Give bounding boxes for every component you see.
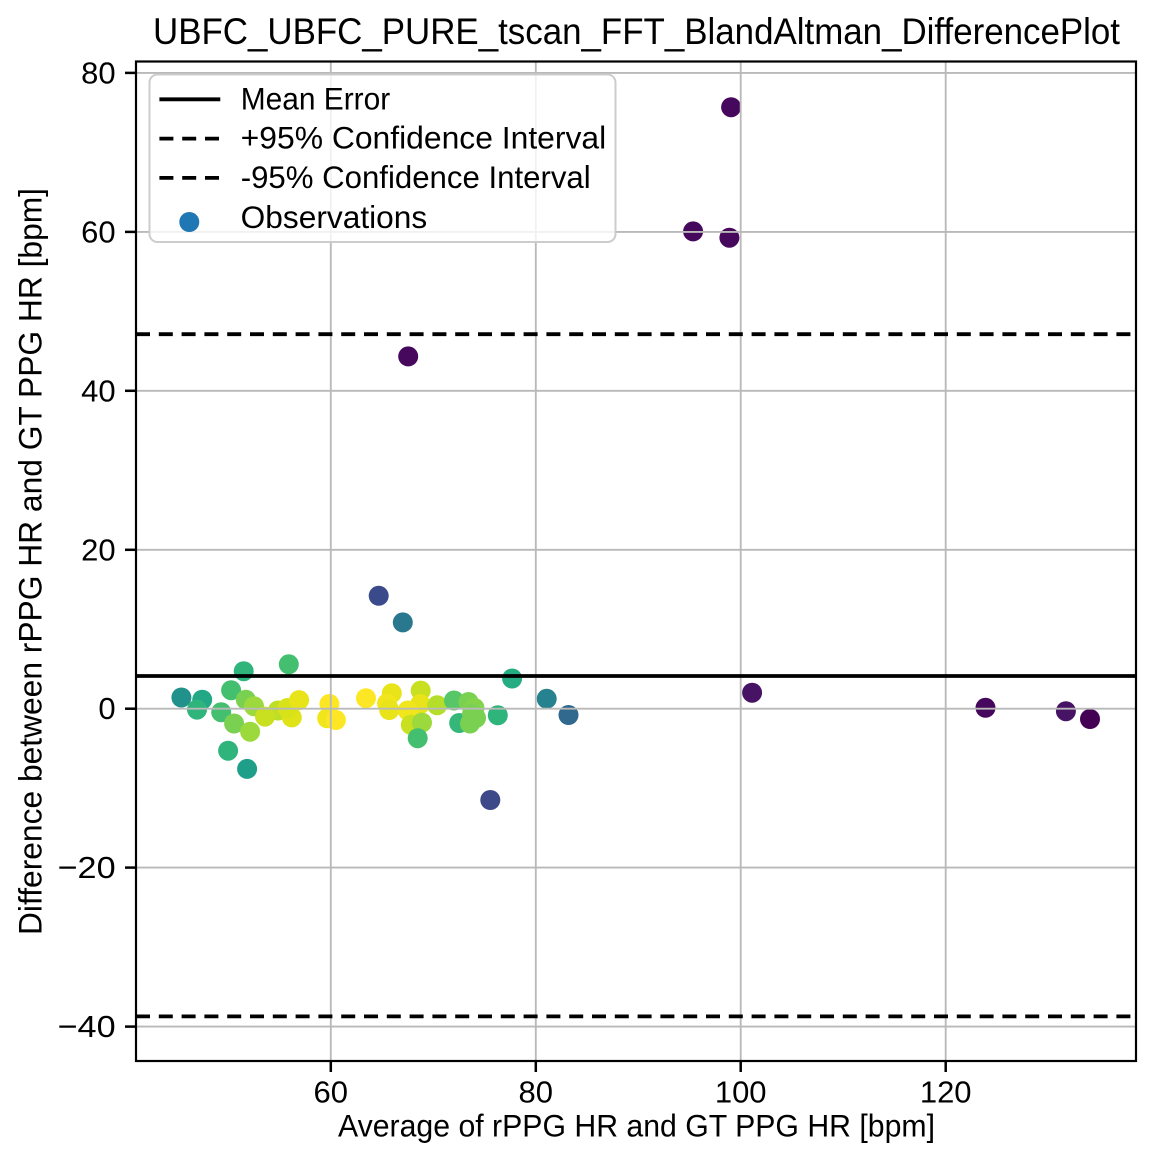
- svg-text:Mean Error: Mean Error: [241, 80, 391, 116]
- svg-text:120: 120: [920, 1075, 972, 1110]
- svg-text:−40: −40: [58, 1009, 116, 1044]
- svg-text:80: 80: [519, 1075, 553, 1110]
- svg-text:+95% Confidence Interval: +95% Confidence Interval: [241, 120, 607, 156]
- svg-text:Observations: Observations: [241, 199, 427, 235]
- svg-text:40: 40: [81, 373, 115, 408]
- svg-text:-95% Confidence Interval: -95% Confidence Interval: [241, 159, 591, 195]
- svg-text:0: 0: [98, 691, 115, 726]
- svg-text:60: 60: [314, 1075, 348, 1110]
- svg-text:60: 60: [81, 214, 115, 249]
- svg-text:20: 20: [81, 532, 115, 567]
- svg-text:Average of rPPG HR and GT PPG: Average of rPPG HR and GT PPG HR [bpm]: [338, 1108, 935, 1144]
- svg-text:−20: −20: [58, 850, 116, 885]
- svg-text:80: 80: [81, 55, 115, 90]
- svg-text:UBFC_UBFC_PURE_tscan_FFT_Bland: UBFC_UBFC_PURE_tscan_FFT_BlandAltman_Dif…: [153, 10, 1121, 52]
- svg-text:100: 100: [715, 1075, 767, 1110]
- svg-text:Difference between rPPG HR and: Difference between rPPG HR and GT PPG HR…: [13, 188, 49, 935]
